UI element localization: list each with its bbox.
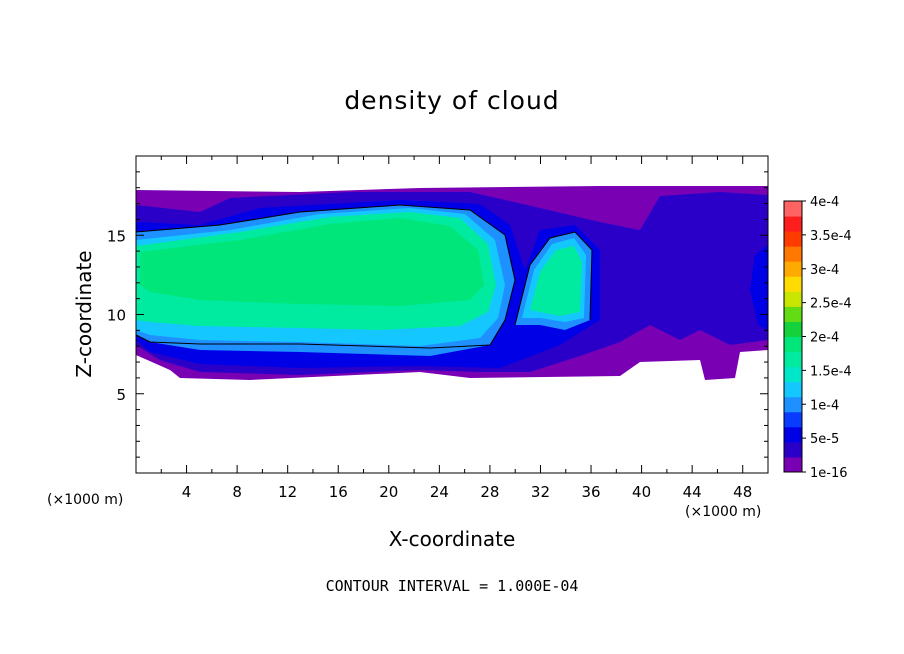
x-tick-label: 48 — [733, 483, 752, 501]
cloud-region-secondary-l6 — [530, 246, 582, 316]
colorbar-swatch — [784, 321, 802, 337]
colorbar-label: 1.5e-4 — [810, 364, 852, 379]
x-tick-label: 28 — [480, 483, 499, 501]
colorbar-label: 1e-16 — [810, 466, 848, 481]
colorbar-swatch — [784, 291, 802, 307]
x-tick-label: 32 — [531, 483, 550, 501]
colorbar-label: 2.5e-4 — [810, 297, 852, 312]
colorbar-swatch — [784, 411, 802, 428]
colorbar-swatch — [784, 351, 802, 368]
colorbar-swatch — [784, 396, 802, 413]
x-tick-label: 16 — [329, 483, 348, 501]
contour-interval-note: CONTOUR INTERVAL = 1.000E-04 — [325, 577, 579, 595]
x-tick-label: 20 — [379, 483, 398, 501]
colorbar-label: 2e-4 — [810, 331, 839, 346]
contour-line-main — [136, 204, 516, 349]
colorbar-swatch — [784, 276, 802, 292]
cloud-region-core — [140, 218, 484, 306]
colorbar-swatch — [784, 336, 802, 353]
x-tick-label: 4 — [182, 483, 192, 501]
x-tick-label: 40 — [632, 483, 651, 501]
x-axis-label: X-coordinate — [388, 527, 516, 551]
x-tick-label: 12 — [278, 483, 297, 501]
colorbar-swatch — [784, 426, 802, 443]
x-tick-label: 8 — [232, 483, 242, 501]
colorbar-swatch — [784, 246, 802, 262]
colorbar-swatch — [784, 216, 802, 232]
colorbar-label: 3e-4 — [810, 263, 839, 278]
colorbar-label: 1e-4 — [810, 398, 839, 413]
chart-title: density of cloud — [344, 86, 560, 115]
colorbar-swatch — [784, 456, 802, 473]
contour-line-secondary — [514, 231, 593, 326]
x-unit-left: (×1000 m) — [47, 492, 124, 508]
colorbar-label: 5e-5 — [810, 432, 839, 447]
colorbar-swatch — [784, 366, 802, 383]
y-tick-label: 10 — [107, 307, 126, 325]
x-tick-label: 24 — [430, 483, 449, 501]
y-tick-label: 5 — [116, 386, 126, 404]
cloud-region-right-core — [750, 245, 768, 330]
colorbar-label: 3.5e-4 — [810, 229, 852, 244]
density-field — [136, 186, 768, 380]
colorbar-swatch — [784, 261, 802, 277]
colorbar-swatch — [784, 306, 802, 322]
colorbar-swatch — [784, 381, 802, 398]
colorbar-swatch — [784, 441, 802, 458]
y-tick-label: 15 — [107, 227, 126, 245]
colorbar-swatch — [784, 231, 802, 247]
x-tick-label: 44 — [683, 483, 702, 501]
colorbar-label: 4e-4 — [810, 195, 839, 210]
x-tick-label: 36 — [581, 483, 600, 501]
colorbar-swatch — [784, 201, 802, 217]
x-unit-right: (×1000 m) — [685, 504, 762, 520]
